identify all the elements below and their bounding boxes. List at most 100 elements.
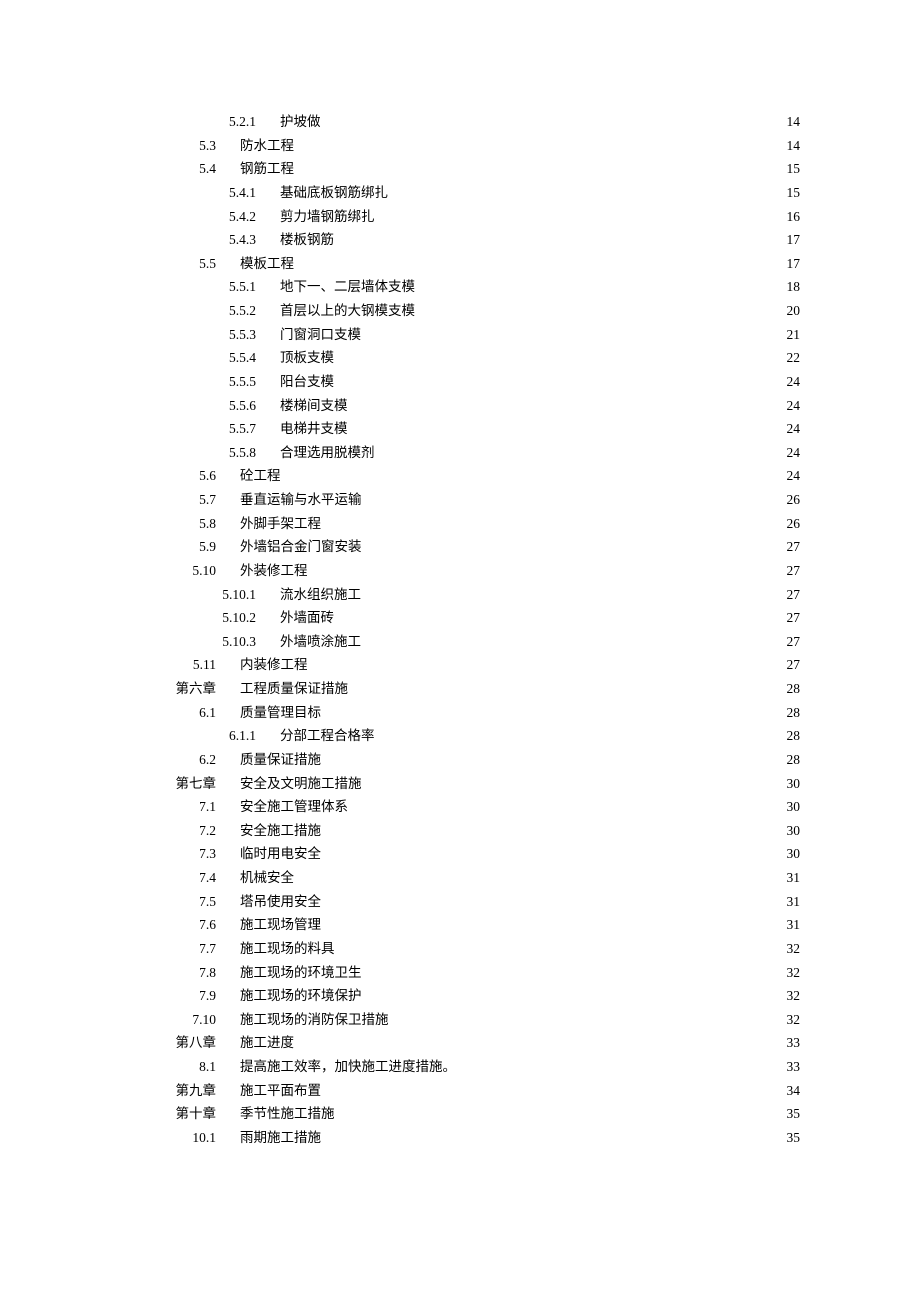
toc-entry-number: 5.2.1 xyxy=(160,110,280,134)
toc-entry: 第八章施工进度33 xyxy=(160,1031,800,1055)
toc-entry-title: 剪力墙钢筋绑扎 xyxy=(280,205,375,229)
toc-entry: 5.5.7电梯井支模24 xyxy=(160,417,800,441)
toc-entry: 5.10.3外墙喷涂施工27 xyxy=(160,630,800,654)
toc-entry-title: 楼梯间支模 xyxy=(280,394,348,418)
toc-entry-title: 质量管理目标 xyxy=(240,701,321,725)
toc-entry: 5.10外装修工程27 xyxy=(160,559,800,583)
toc-entry-page: 16 xyxy=(785,205,801,229)
toc-entry-page: 14 xyxy=(785,134,801,158)
toc-entry-title: 提高施工效率，加快施工进度措施。 xyxy=(240,1055,456,1079)
toc-entry-title: 雨期施工措施 xyxy=(240,1126,321,1150)
toc-entry: 5.8外脚手架工程26 xyxy=(160,512,800,536)
toc-entry-page: 32 xyxy=(785,1008,801,1032)
toc-entry-page: 35 xyxy=(785,1126,801,1150)
toc-entry-title: 楼板钢筋 xyxy=(280,228,334,252)
toc-entry-page: 30 xyxy=(785,819,801,843)
toc-entry-title: 质量保证措施 xyxy=(240,748,321,772)
toc-entry-title: 工程质量保证措施 xyxy=(240,677,348,701)
toc-entry: 5.5.6楼梯间支模24 xyxy=(160,394,800,418)
toc-entry: 5.10.1流水组织施工27 xyxy=(160,583,800,607)
toc-entry-page: 20 xyxy=(785,299,801,323)
toc-entry-title: 护坡做 xyxy=(280,110,321,134)
toc-entry: 8.1提高施工效率，加快施工进度措施。33 xyxy=(160,1055,800,1079)
toc-entry-title: 外脚手架工程 xyxy=(240,512,321,536)
toc-entry: 第十章季节性施工措施35 xyxy=(160,1102,800,1126)
toc-entry-title: 安全施工措施 xyxy=(240,819,321,843)
toc-entry-title: 防水工程 xyxy=(240,134,294,158)
toc-entry-page: 27 xyxy=(785,606,801,630)
toc-entry: 5.4钢筋工程 15 xyxy=(160,157,800,181)
toc-entry-title: 流水组织施工 xyxy=(280,583,361,607)
toc-entry-page: 17 xyxy=(785,228,801,252)
toc-entry-page: 15 xyxy=(785,181,801,205)
toc-entry-number: 5.7 xyxy=(160,488,240,512)
toc-entry-title: 外墙喷涂施工 xyxy=(280,630,361,654)
toc-entry-title: 安全及文明施工措施 xyxy=(240,772,362,796)
toc-entry-title: 钢筋工程 xyxy=(240,157,294,181)
toc-entry-title: 施工现场的消防保卫措施 xyxy=(240,1008,389,1032)
toc-entry-number: 7.4 xyxy=(160,866,240,890)
toc-entry-page: 32 xyxy=(785,937,801,961)
toc-entry-number: 7.5 xyxy=(160,890,240,914)
toc-entry-number: 5.4.3 xyxy=(160,228,280,252)
toc-entry-number: 7.7 xyxy=(160,937,240,961)
toc-entry-title: 基础底板钢筋绑扎 xyxy=(280,181,388,205)
toc-entry: 7.6施工现场管理31 xyxy=(160,913,800,937)
toc-entry: 6.2质量保证措施28 xyxy=(160,748,800,772)
toc-entry-number: 7.6 xyxy=(160,913,240,937)
toc-entry: 7.7施工现场的料具32 xyxy=(160,937,800,961)
toc-entry-number: 第十章 xyxy=(160,1102,240,1126)
toc-entry-page: 26 xyxy=(785,512,801,536)
toc-entry-number: 6.1.1 xyxy=(160,724,280,748)
toc-entry: 5.4.1基础底板钢筋绑扎 15 xyxy=(160,181,800,205)
toc-entry: 7.9施工现场的环境保护32 xyxy=(160,984,800,1008)
toc-entry: 第七章安全及文明施工措施 30 xyxy=(160,772,800,796)
toc-entry-title: 外墙铝合金门窗安装 xyxy=(240,535,362,559)
toc-entry-page: 31 xyxy=(785,913,801,937)
toc-entry-number: 第九章 xyxy=(160,1079,240,1103)
toc-entry-number: 8.1 xyxy=(160,1055,240,1079)
toc-entry-number: 5.5.4 xyxy=(160,346,280,370)
toc-entry: 第六章工程质量保证措施28 xyxy=(160,677,800,701)
toc-entry-page: 30 xyxy=(785,842,801,866)
toc-entry: 5.5.1地下一、二层墙体支模18 xyxy=(160,275,800,299)
toc-entry-page: 30 xyxy=(785,772,801,796)
toc-entry: 7.3临时用电安全 30 xyxy=(160,842,800,866)
toc-entry-title: 季节性施工措施 xyxy=(240,1102,335,1126)
toc-entry: 5.5.4顶板支模 22 xyxy=(160,346,800,370)
toc-entry: 第九章施工平面布置34 xyxy=(160,1079,800,1103)
toc-entry-number: 第八章 xyxy=(160,1031,240,1055)
toc-entry-number: 7.1 xyxy=(160,795,240,819)
toc-entry-number: 5.10.3 xyxy=(160,630,280,654)
toc-entry-title: 首层以上的大钢模支模 xyxy=(280,299,415,323)
toc-entry-number: 5.5.2 xyxy=(160,299,280,323)
toc-entry: 5.6砼工程24 xyxy=(160,464,800,488)
toc-entry-number: 7.2 xyxy=(160,819,240,843)
toc-entry-number: 5.4.1 xyxy=(160,181,280,205)
toc-entry-number: 5.11 xyxy=(160,653,240,677)
toc-entry-page: 33 xyxy=(785,1031,801,1055)
toc-entry: 5.4.3楼板钢筋 17 xyxy=(160,228,800,252)
toc-entry-page: 15 xyxy=(785,157,801,181)
toc-entry-page: 22 xyxy=(785,346,801,370)
toc-entry-number: 5.4 xyxy=(160,157,240,181)
toc-entry-number: 第六章 xyxy=(160,677,240,701)
toc-entry-number: 5.10 xyxy=(160,559,240,583)
toc-entry-page: 31 xyxy=(785,866,801,890)
toc-entry-number: 5.5.6 xyxy=(160,394,280,418)
toc-entry-title: 模板工程 xyxy=(240,252,294,276)
toc-entry-title: 顶板支模 xyxy=(280,346,334,370)
toc-entry-title: 临时用电安全 xyxy=(240,842,321,866)
toc-entry-page: 24 xyxy=(785,417,801,441)
toc-entry-number: 7.9 xyxy=(160,984,240,1008)
toc-entry: 5.4.2剪力墙钢筋绑扎16 xyxy=(160,205,800,229)
toc-entry-number: 第七章 xyxy=(160,772,240,796)
toc-entry: 5.10.2外墙面砖27 xyxy=(160,606,800,630)
toc-entry-number: 7.3 xyxy=(160,842,240,866)
toc-entry-title: 门窗洞口支模 xyxy=(280,323,361,347)
toc-entry-number: 5.10.2 xyxy=(160,606,280,630)
toc-entry-title: 机械安全 xyxy=(240,866,294,890)
toc-entry: 7.10施工现场的消防保卫措施32 xyxy=(160,1008,800,1032)
toc-entry-page: 24 xyxy=(785,441,801,465)
toc-entry-title: 内装修工程 xyxy=(240,653,308,677)
